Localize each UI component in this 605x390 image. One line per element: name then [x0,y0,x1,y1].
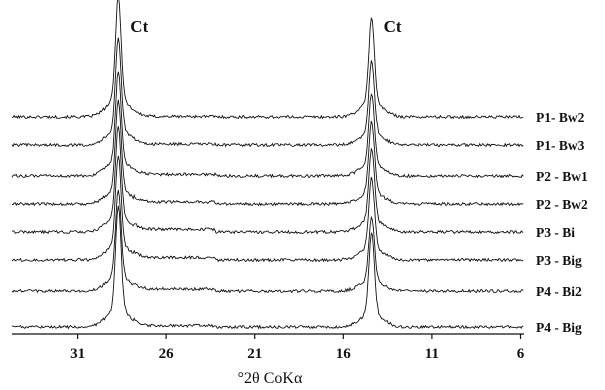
series-layer [11,0,524,330]
series-label-layer: P1- Bw2 P1- Bw3 P2 - Bw1 P2 - Bw2 P3 - Bi P3 … [536,110,588,335]
x-tick-label: 21 [247,346,262,362]
series-label: P3 - Bi [536,225,575,240]
peak-label-layer: Ct Ct [130,17,402,36]
series-line [11,155,524,263]
x-tick-label: 31 [70,346,85,362]
series-line [11,205,524,330]
series-line [11,0,524,120]
series-label: P4 - Big [536,320,582,335]
x-tick-label: 11 [425,346,439,362]
series-line [11,71,524,179]
x-axis-title: °2θ CoKα [238,370,303,387]
x-axis: 31 26 21 16 11 6 [12,333,525,362]
x-tick-label: 26 [159,346,175,362]
series-line [11,126,524,235]
series-label: P2 - Bw1 [536,169,588,184]
series-label: P1- Bw2 [536,110,585,125]
series-label: P2 - Bw2 [536,197,588,212]
x-tick-label: 6 [517,346,525,362]
peak-label: Ct [130,17,148,36]
series-line [11,37,524,148]
series-label: P3 - Big [536,253,582,268]
series-line [11,99,524,207]
series-label: P1- Bw3 [536,138,585,153]
x-tick-label: 16 [336,346,352,362]
peak-label: Ct [384,17,402,36]
series-label: P4 - Bi2 [536,284,582,299]
series-line [11,189,524,294]
